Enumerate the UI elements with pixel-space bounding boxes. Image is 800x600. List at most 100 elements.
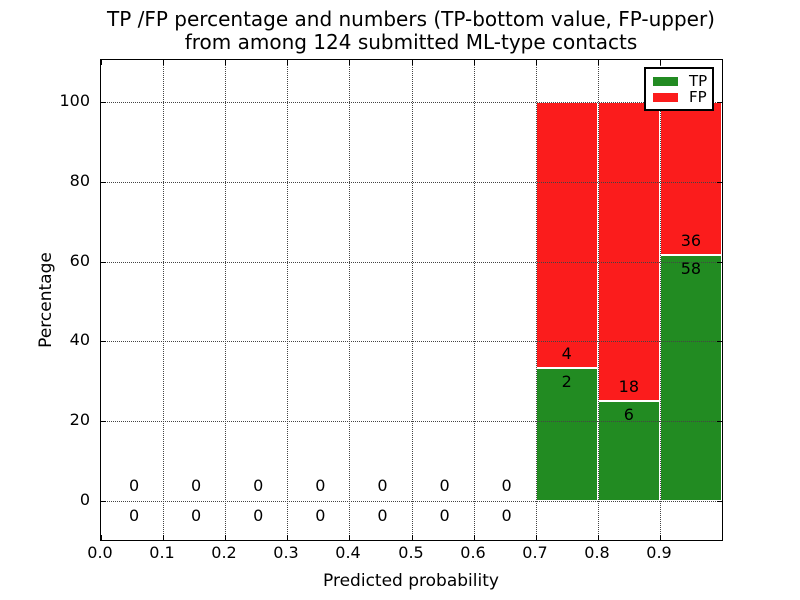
legend-label-tp: TP	[689, 71, 708, 90]
x-tickmark-bottom	[412, 535, 413, 540]
chart-title-line1: TP /FP percentage and numbers (TP-bottom…	[107, 7, 715, 31]
y-tick-label: 100	[59, 91, 90, 110]
tp-count-label: 0	[377, 506, 388, 525]
y-tickmark-left	[101, 102, 106, 103]
y-tickmark-right	[717, 341, 722, 342]
x-tick-label: 0.5	[398, 543, 424, 562]
fp-count-label: 0	[128, 476, 140, 495]
x-tickmark-top	[474, 60, 475, 65]
x-tickmark-bottom	[598, 535, 599, 540]
fp-count-label: 36	[680, 231, 702, 250]
x-gridline	[536, 60, 537, 540]
x-tickmark-bottom	[287, 535, 288, 540]
x-gridline	[163, 60, 164, 540]
x-tickmark-top	[598, 60, 599, 65]
x-tickmark-bottom	[163, 535, 164, 540]
bar-tp-segment	[598, 401, 660, 501]
x-tickmark-bottom	[536, 535, 537, 540]
x-tickmark-top	[163, 60, 164, 65]
x-gridline	[660, 60, 661, 540]
y-tick-label: 20	[69, 410, 90, 429]
legend-label-fp: FP	[689, 87, 707, 106]
x-tickmark-bottom	[101, 535, 102, 540]
fp-count-label: 0	[253, 476, 264, 495]
tp-count-label: 0	[315, 506, 326, 525]
y-tickmark-left	[101, 421, 106, 422]
y-gridline	[101, 262, 722, 263]
x-tickmark-top	[101, 60, 102, 65]
y-tickmark-right	[717, 182, 722, 183]
chart-title-line2: from among 124 submitted ML-type contact…	[184, 30, 638, 54]
chart-title: TP /FP percentage and numbers (TP-bottom…	[100, 8, 722, 54]
x-tick-label: 0.4	[335, 543, 361, 562]
y-tick-label: 0	[79, 490, 90, 509]
x-tickmark-bottom	[660, 535, 661, 540]
x-tickmark-top	[349, 60, 350, 65]
fp-count-label: 4	[561, 344, 572, 363]
x-tickmark-bottom	[225, 535, 226, 540]
bar-tp-segment	[660, 255, 722, 501]
y-gridline	[101, 501, 722, 502]
y-gridline	[101, 341, 722, 342]
plot-area: 0 0 0 0 0 0 0 0 0 0 0 0 0 0 4 2 18 6 36 58	[100, 59, 723, 541]
legend: TP FP	[644, 67, 714, 111]
x-tick-label: 0.6	[460, 543, 486, 562]
x-gridline	[287, 60, 288, 540]
y-tickmark-left	[101, 262, 106, 263]
x-tick-label: 0.7	[522, 543, 548, 562]
legend-entry-tp: TP	[653, 71, 708, 90]
x-tickmark-bottom	[349, 535, 350, 540]
fp-count-label: 0	[191, 476, 202, 495]
y-tick-label: 80	[69, 171, 90, 190]
tp-count-label: 58	[680, 259, 702, 278]
y-tickmark-left	[101, 182, 106, 183]
x-gridline	[349, 60, 350, 540]
fp-count-label: 0	[315, 476, 326, 495]
tp-count-label: 6	[623, 405, 634, 424]
x-gridline	[412, 60, 413, 540]
x-tick-label: 0.2	[211, 543, 237, 562]
x-tick-label: 0.0	[87, 543, 113, 562]
bar-fp-segment	[536, 102, 598, 368]
tp-count-label: 0	[191, 506, 202, 525]
x-tickmark-top	[287, 60, 288, 65]
tp-count-label: 0	[439, 506, 450, 525]
x-axis-label: Predicted probability	[323, 571, 499, 591]
y-tickmark-right	[717, 102, 722, 103]
x-tickmark-top	[536, 60, 537, 65]
bar-fp-segment	[598, 102, 660, 401]
y-gridline	[101, 102, 722, 103]
x-tickmark-top	[225, 60, 226, 65]
fp-count-label: 0	[439, 476, 450, 495]
fp-count-label: 18	[618, 377, 640, 396]
y-tickmark-left	[101, 501, 106, 502]
y-tickmark-right	[717, 421, 722, 422]
x-tick-label: 0.9	[646, 543, 672, 562]
fp-count-label: 0	[501, 476, 512, 495]
fp-color-swatch	[653, 92, 678, 102]
tp-color-swatch	[653, 76, 678, 86]
tp-count-label: 0	[501, 506, 512, 525]
x-tickmark-bottom	[474, 535, 475, 540]
y-tick-label: 40	[69, 330, 90, 349]
fp-count-label: 0	[377, 476, 388, 495]
x-tickmark-top	[660, 60, 661, 65]
y-tickmark-right	[717, 501, 722, 502]
x-gridline	[598, 60, 599, 540]
x-tick-label: 0.1	[149, 543, 175, 562]
x-gridline	[225, 60, 226, 540]
x-gridline	[474, 60, 475, 540]
x-tick-label: 0.8	[584, 543, 610, 562]
tp-count-label: 0	[253, 506, 264, 525]
legend-entry-fp: FP	[653, 87, 707, 106]
y-tickmark-right	[717, 262, 722, 263]
y-tick-label: 60	[69, 251, 90, 270]
x-tick-label: 0.3	[273, 543, 299, 562]
y-gridline	[101, 421, 722, 422]
tp-count-label: 2	[561, 372, 572, 391]
y-tickmark-left	[101, 341, 106, 342]
y-gridline	[101, 182, 722, 183]
tp-count-label: 0	[128, 506, 140, 525]
x-tickmark-top	[412, 60, 413, 65]
